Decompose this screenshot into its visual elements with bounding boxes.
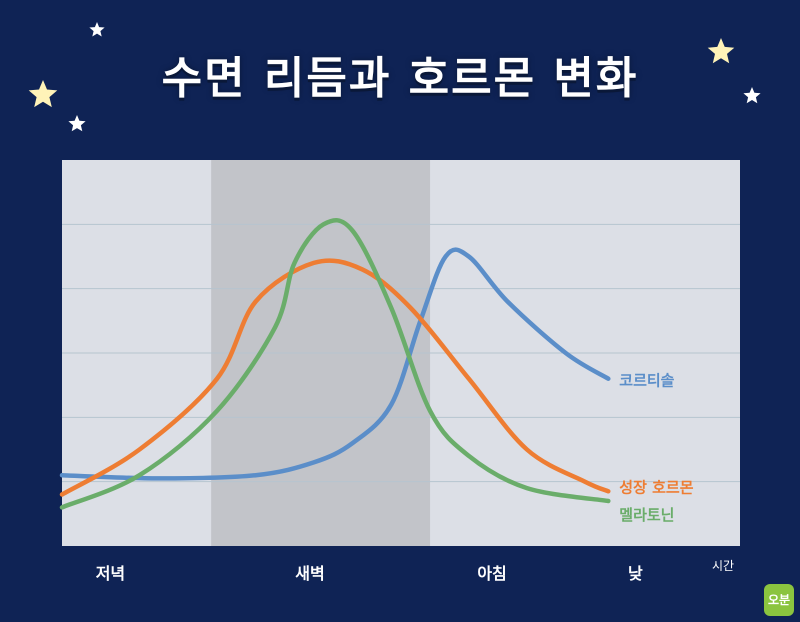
- series-lines: [59, 218, 611, 510]
- star-icon: [743, 87, 761, 104]
- star-icon: [89, 22, 105, 37]
- grid-lines: [62, 223, 740, 483]
- series-line-growth-hormone: [59, 258, 611, 497]
- series-line-cortisol: [59, 247, 611, 481]
- x-tick-label: 아침: [477, 564, 506, 583]
- series-label-melatonin: 멜라토닌: [619, 506, 674, 524]
- brand-logo: 오분: [764, 584, 794, 616]
- x-tick-label: 저녁: [96, 564, 125, 583]
- star-icon: [707, 38, 735, 64]
- series-line-melatonin: [59, 218, 611, 510]
- star-icon: [28, 80, 58, 108]
- x-tick-label: 낮: [628, 564, 643, 583]
- x-axis-label: 시간: [712, 559, 734, 573]
- chart-title: 수면 리듬과 호르몬 변화: [161, 53, 639, 104]
- series-label-growth-hormone: 성장 호르몬: [619, 478, 693, 496]
- x-tick-labels: 저녁 새벽 아침 낮: [96, 564, 643, 583]
- star-icon: [68, 115, 86, 132]
- x-tick-label: 새벽: [295, 564, 324, 583]
- series-label-cortisol: 코르티솔: [619, 372, 674, 390]
- stars-decoration: [28, 22, 761, 132]
